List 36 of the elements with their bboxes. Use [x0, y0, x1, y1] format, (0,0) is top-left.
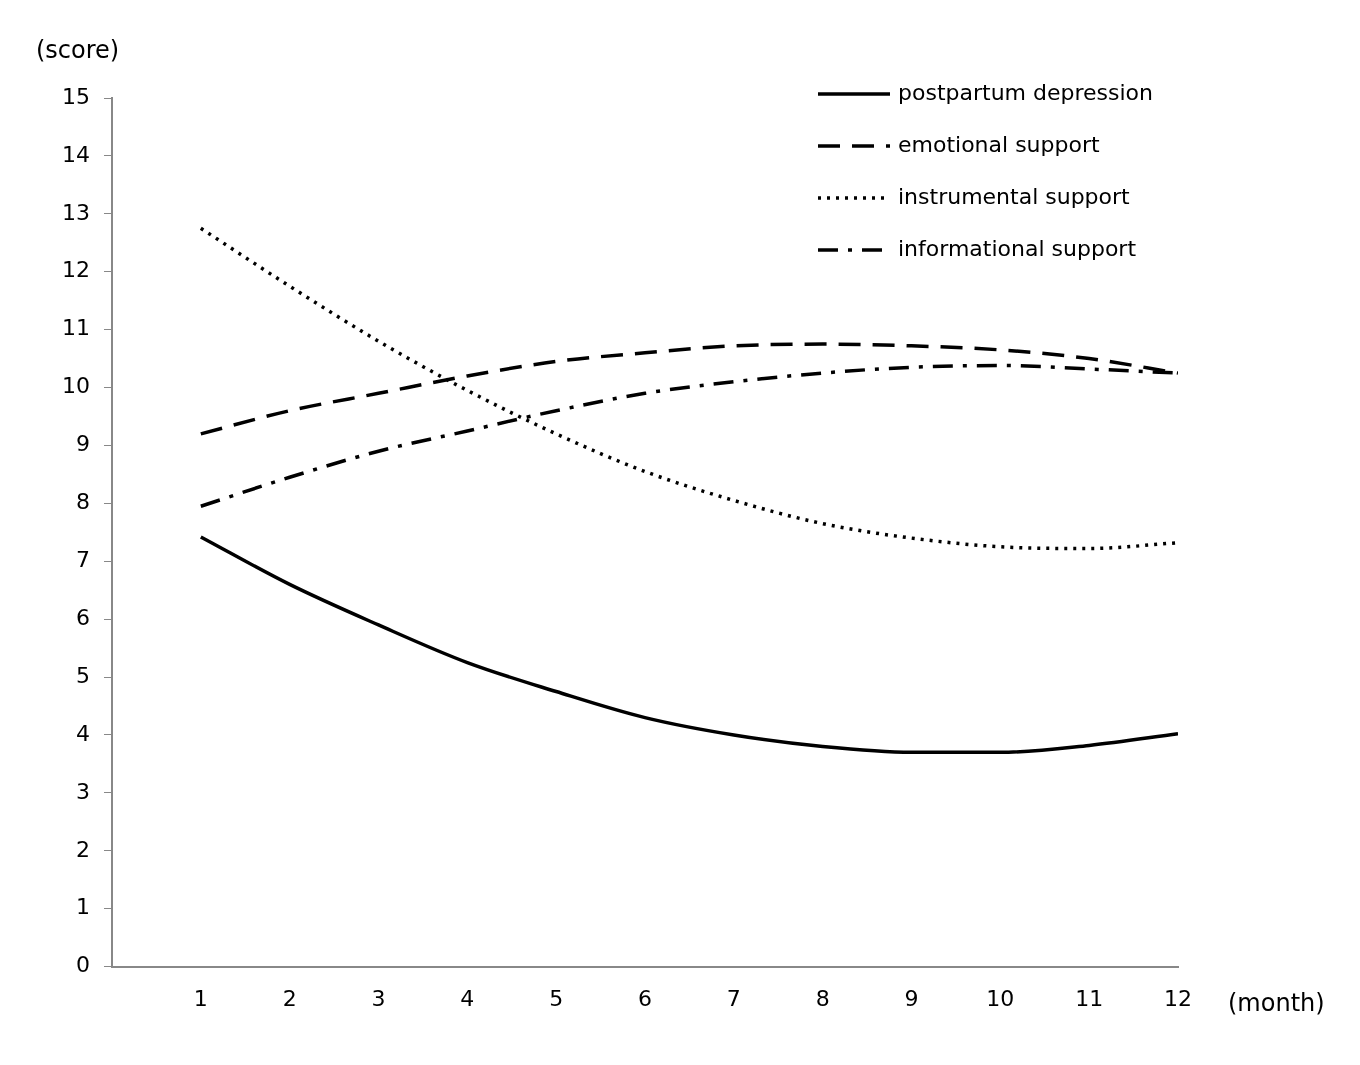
x-tick-label: 5	[549, 985, 564, 1011]
y-tick-label: 3	[75, 778, 90, 804]
x-tick-label: 10	[986, 985, 1015, 1011]
y-tick-label: 4	[75, 720, 90, 746]
y-tick-label: 1	[75, 894, 90, 920]
x-tick-label: 11	[1075, 985, 1104, 1011]
y-tick-label: 5	[75, 662, 90, 688]
y-tick-label: 10	[61, 373, 90, 399]
y-tick-label: 12	[61, 257, 90, 283]
y-tick-label: 7	[75, 546, 90, 572]
line-series	[199, 226, 1178, 551]
y-tick-label: 2	[75, 836, 90, 862]
y-tick-label: 13	[61, 199, 90, 225]
x-axis-title: (month)	[1228, 988, 1325, 1017]
legend-label: postpartum depression	[898, 79, 1153, 105]
x-tick-label: 1	[193, 985, 208, 1011]
x-tick-label: 8	[815, 985, 830, 1011]
y-tick-label: 9	[75, 431, 90, 457]
y-tick-label: 14	[61, 141, 90, 167]
legend-label: informational support	[898, 235, 1137, 261]
y-tick-label: 11	[61, 315, 90, 341]
y-tick-label: 6	[75, 604, 90, 630]
y-tick-label: 0	[75, 952, 90, 978]
x-tick-label: 9	[904, 985, 919, 1011]
x-tick-label: 2	[282, 985, 297, 1011]
x-tick-label: 4	[460, 985, 475, 1011]
y-axis-title: (score)	[36, 36, 120, 65]
x-tick-label: 3	[371, 985, 386, 1011]
legend-label: instrumental support	[898, 183, 1131, 209]
x-tick-label: 12	[1164, 985, 1192, 1011]
y-tick-label: 15	[61, 83, 90, 109]
y-tick-label: 8	[75, 489, 90, 515]
x-tick-label: 7	[726, 985, 741, 1011]
legend-label: emotional support	[898, 131, 1100, 157]
line-series	[199, 535, 1178, 755]
x-tick-label: 6	[638, 985, 652, 1011]
